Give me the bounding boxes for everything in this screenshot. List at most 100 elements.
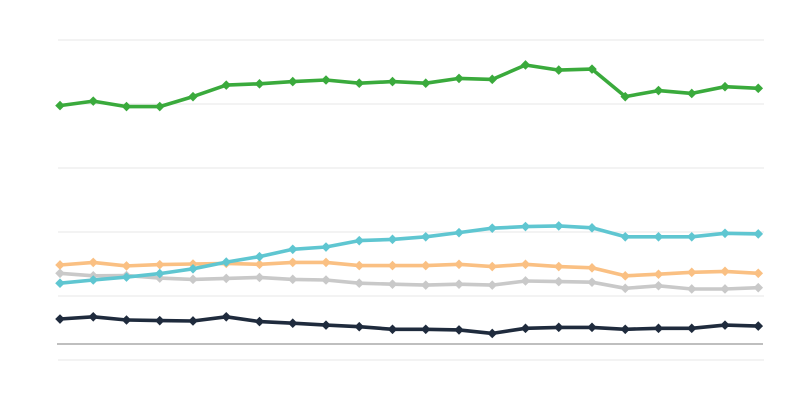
series-teal-marker bbox=[287, 244, 298, 255]
series-teal-marker bbox=[653, 232, 664, 242]
series-dark-navy-marker bbox=[420, 324, 431, 335]
series-light-gray-marker bbox=[254, 272, 265, 283]
series-orange-marker bbox=[154, 259, 165, 270]
series-dark-navy-marker bbox=[55, 314, 65, 324]
series-light-gray-marker bbox=[55, 268, 65, 279]
series-teal-marker bbox=[321, 242, 331, 252]
series-teal-marker bbox=[620, 232, 631, 242]
series-green-marker bbox=[88, 96, 99, 106]
series-green-marker bbox=[587, 64, 597, 74]
series-green-marker bbox=[420, 78, 431, 88]
series-teal-marker bbox=[520, 221, 531, 232]
series-green-marker bbox=[221, 80, 232, 90]
series-green-marker bbox=[121, 101, 132, 112]
series-teal bbox=[55, 221, 764, 288]
series-teal-marker bbox=[154, 268, 165, 279]
series-dark-navy-marker bbox=[720, 320, 730, 330]
series-dark-navy-marker bbox=[487, 328, 498, 339]
series-dark-navy-marker bbox=[686, 323, 697, 334]
series-dark-navy-line bbox=[58, 314, 761, 336]
series-dark-navy-marker bbox=[154, 315, 165, 326]
series-teal-marker bbox=[686, 232, 697, 242]
series-dark-navy-marker bbox=[553, 322, 564, 333]
series-green-marker bbox=[553, 65, 564, 75]
series-dark-navy-marker bbox=[587, 322, 597, 333]
series-dark-navy-marker bbox=[221, 312, 232, 322]
series-dark-navy-marker bbox=[620, 324, 631, 335]
series-orange bbox=[55, 257, 764, 281]
series-teal-line bbox=[58, 224, 761, 286]
series-teal-marker bbox=[753, 229, 764, 239]
series-dark-navy-marker bbox=[188, 316, 198, 326]
series-orange-marker bbox=[487, 261, 498, 272]
series-teal-marker bbox=[487, 223, 498, 233]
series-orange-marker bbox=[55, 260, 65, 270]
series-green-marker bbox=[653, 85, 664, 96]
series-green-marker bbox=[354, 78, 365, 88]
series-teal-marker bbox=[553, 221, 564, 231]
series-orange-marker bbox=[121, 261, 132, 271]
series-green-marker bbox=[287, 76, 298, 87]
series-green-marker bbox=[154, 101, 165, 112]
series-orange-marker bbox=[88, 257, 99, 268]
series-teal-marker bbox=[221, 257, 232, 267]
series-dark-navy-marker bbox=[387, 324, 398, 335]
series-orange-marker bbox=[454, 259, 464, 270]
series-orange-marker bbox=[420, 260, 431, 271]
series-green-marker bbox=[454, 73, 464, 84]
series-orange-marker bbox=[287, 257, 298, 268]
series-dark-navy-marker bbox=[121, 315, 132, 325]
series-green-marker bbox=[686, 88, 697, 99]
series-teal-marker bbox=[454, 227, 464, 238]
series-dark-navy-marker bbox=[753, 321, 764, 331]
series-dark-navy-marker bbox=[354, 321, 365, 332]
series-orange-marker bbox=[620, 271, 631, 281]
series-green-marker bbox=[321, 75, 331, 85]
series-light-gray-marker bbox=[387, 279, 398, 289]
series-light-gray-marker bbox=[520, 276, 531, 286]
series-orange-marker bbox=[653, 269, 664, 280]
series-green-marker bbox=[188, 91, 198, 102]
series-green-marker bbox=[254, 79, 265, 89]
series-teal-marker bbox=[587, 223, 597, 233]
series-light-gray-marker bbox=[188, 274, 198, 285]
series-dark-navy-marker bbox=[520, 323, 531, 334]
series-orange-marker bbox=[753, 268, 764, 279]
series-light-gray-marker bbox=[753, 282, 764, 293]
series-light-gray-marker bbox=[287, 274, 298, 285]
series-orange-marker bbox=[354, 260, 365, 271]
series-light-gray-marker bbox=[321, 275, 331, 285]
series-teal-marker bbox=[188, 264, 198, 274]
series-light-gray-marker bbox=[553, 276, 564, 287]
series-light-gray-marker bbox=[454, 279, 464, 289]
series-light-gray-marker bbox=[653, 280, 664, 291]
series-orange-marker bbox=[686, 267, 697, 278]
series-light-gray-marker bbox=[487, 280, 498, 290]
series-light-gray-marker bbox=[686, 284, 697, 294]
series-green-marker bbox=[55, 100, 65, 111]
series-light-gray-line bbox=[58, 271, 761, 291]
series-orange-marker bbox=[587, 263, 597, 273]
series-teal-marker bbox=[121, 272, 132, 282]
series-dark-navy-marker bbox=[287, 318, 298, 328]
series-light-gray-marker bbox=[720, 284, 730, 294]
series-orange-line bbox=[58, 260, 761, 278]
series-orange-marker bbox=[520, 259, 531, 270]
series-green-marker bbox=[620, 91, 631, 102]
series-orange-marker bbox=[254, 259, 265, 270]
series-light-gray-marker bbox=[420, 280, 431, 290]
series-dark-navy-marker bbox=[454, 325, 464, 335]
series-light-gray-marker bbox=[354, 278, 365, 288]
series-teal-marker bbox=[88, 275, 99, 285]
series-orange-marker bbox=[720, 266, 730, 277]
series-light-gray-marker bbox=[221, 273, 232, 284]
series-dark-navy-marker bbox=[653, 323, 664, 334]
series-orange-marker bbox=[321, 257, 331, 268]
series-green-marker bbox=[753, 83, 764, 94]
series-dark-navy-marker bbox=[321, 320, 331, 330]
series-teal-marker bbox=[387, 234, 398, 245]
series-teal-marker bbox=[254, 251, 265, 262]
series-teal-marker bbox=[55, 278, 65, 288]
